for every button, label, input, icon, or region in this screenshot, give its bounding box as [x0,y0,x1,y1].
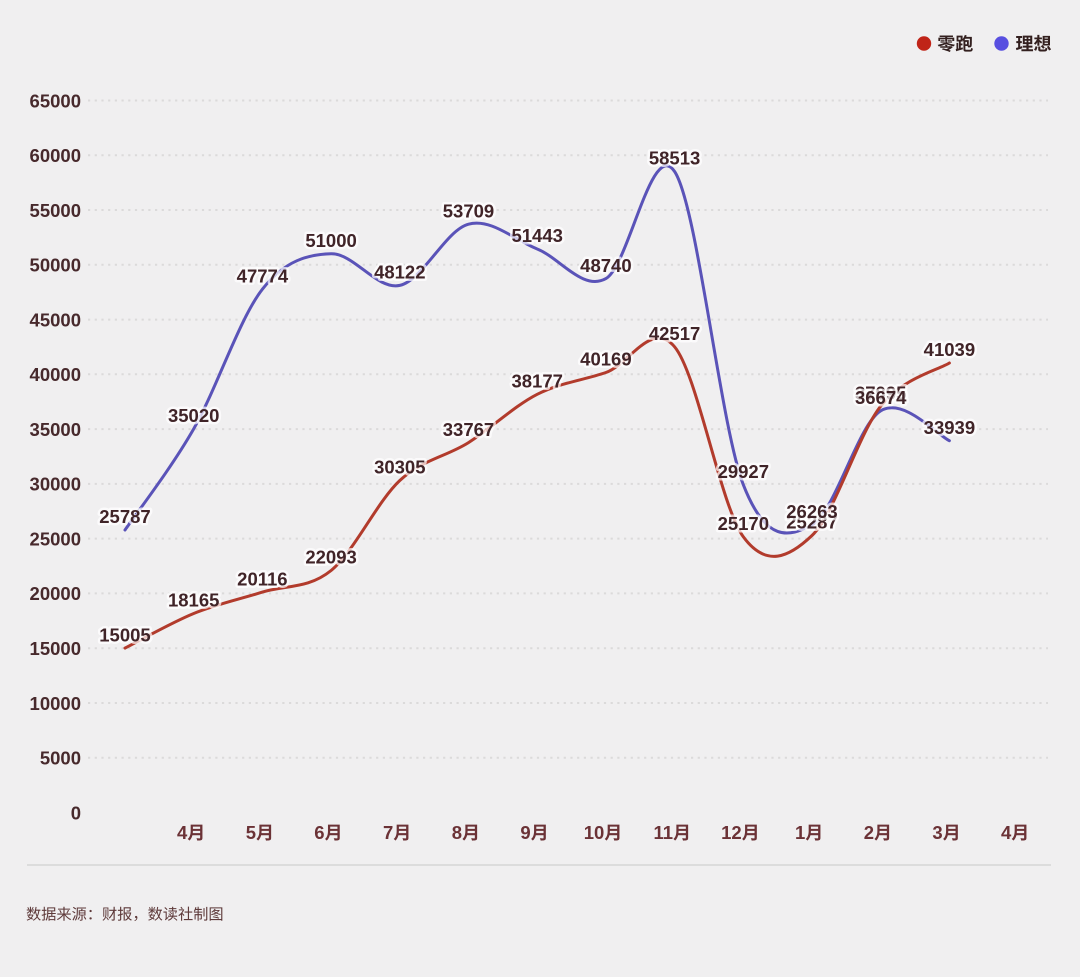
svg-text:50000: 50000 [30,255,81,276]
svg-text:2: 2 [864,822,874,843]
svg-text:58513: 58513 [649,148,700,169]
svg-text:4: 4 [177,822,188,843]
svg-text:35020: 35020 [168,405,219,426]
svg-text:12: 12 [721,822,742,843]
svg-text:48122: 48122 [374,262,425,283]
svg-text:0: 0 [71,802,81,823]
svg-text:20116: 20116 [237,568,287,589]
svg-text:33767: 33767 [443,419,494,440]
svg-text:6: 6 [314,822,324,843]
svg-text:36674: 36674 [855,387,907,408]
svg-text:45000: 45000 [30,309,81,330]
svg-text:51443: 51443 [511,225,562,246]
svg-text:4: 4 [1001,822,1012,843]
svg-text:40169: 40169 [580,349,631,370]
svg-text:10: 10 [584,822,605,843]
svg-text:22093: 22093 [305,547,356,568]
svg-text:60000: 60000 [30,145,81,166]
svg-text:51000: 51000 [305,230,356,251]
svg-text:10000: 10000 [30,693,81,714]
svg-text:5: 5 [246,822,256,843]
svg-text:38177: 38177 [511,371,562,392]
svg-text:55000: 55000 [30,200,81,221]
svg-text:11: 11 [653,822,673,843]
svg-text:30000: 30000 [30,474,81,495]
svg-text:8: 8 [452,822,462,843]
svg-text:41039: 41039 [924,339,975,360]
svg-text:26263: 26263 [786,501,837,522]
svg-text:18165: 18165 [168,590,219,611]
svg-text:65000: 65000 [30,90,81,111]
svg-text:3: 3 [932,822,942,843]
svg-text:20000: 20000 [30,583,81,604]
svg-text:29927: 29927 [718,461,769,482]
svg-text:15000: 15000 [30,638,81,659]
svg-text:9: 9 [520,822,530,843]
svg-text:48740: 48740 [580,255,631,276]
svg-text:25787: 25787 [99,506,150,527]
svg-text:25287: 25287 [786,512,837,533]
svg-text:1: 1 [795,822,805,843]
svg-text:37095: 37095 [855,382,906,403]
svg-text:7: 7 [383,822,393,843]
svg-text:47774: 47774 [237,265,289,286]
svg-text:30305: 30305 [374,457,425,478]
svg-text:5000: 5000 [40,748,81,769]
svg-text:40000: 40000 [30,364,81,385]
svg-text:25000: 25000 [30,528,81,549]
svg-text:25170: 25170 [718,513,769,534]
svg-text:33939: 33939 [924,417,975,438]
svg-text:53709: 53709 [443,200,494,221]
svg-text:35000: 35000 [30,419,81,440]
svg-text:15005: 15005 [99,624,150,645]
svg-text:42517: 42517 [649,323,700,344]
